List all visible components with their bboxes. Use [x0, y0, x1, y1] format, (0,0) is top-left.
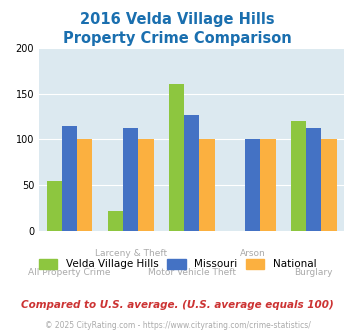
Bar [47, 181, 62, 231]
Bar [77, 139, 92, 231]
Bar [261, 139, 275, 231]
Text: Burglary: Burglary [295, 268, 333, 277]
Bar [62, 126, 77, 231]
Text: Larceny & Theft: Larceny & Theft [94, 249, 167, 258]
Text: Motor Vehicle Theft: Motor Vehicle Theft [148, 268, 236, 277]
Bar [291, 121, 306, 231]
Bar [169, 84, 184, 231]
Text: © 2025 CityRating.com - https://www.cityrating.com/crime-statistics/: © 2025 CityRating.com - https://www.city… [45, 321, 310, 330]
Bar [245, 139, 261, 231]
Bar [184, 115, 200, 231]
Text: Arson: Arson [240, 249, 266, 258]
Text: Compared to U.S. average. (U.S. average equals 100): Compared to U.S. average. (U.S. average … [21, 300, 334, 310]
Bar [108, 211, 123, 231]
Bar [306, 128, 322, 231]
Text: 2016 Velda Village Hills: 2016 Velda Village Hills [80, 12, 275, 26]
Bar [138, 139, 153, 231]
Text: All Property Crime: All Property Crime [28, 268, 111, 277]
Bar [200, 139, 214, 231]
Bar [123, 127, 138, 231]
Text: Property Crime Comparison: Property Crime Comparison [63, 31, 292, 46]
Legend: Velda Village Hills, Missouri, National: Velda Village Hills, Missouri, National [34, 255, 321, 274]
Bar [322, 139, 337, 231]
